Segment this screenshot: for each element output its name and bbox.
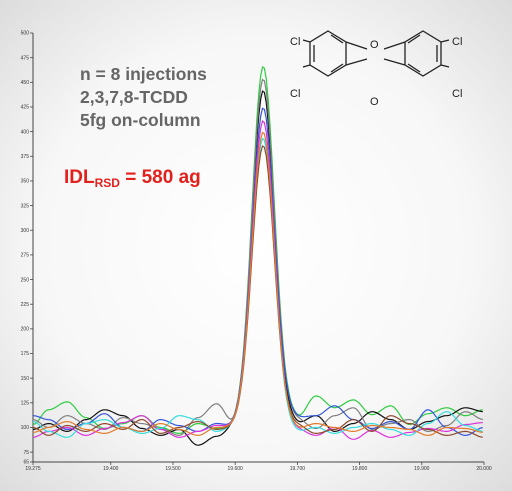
annotation-compound: 2,3,7,8-TCDD	[80, 87, 188, 107]
x-tick-label: 19.900	[414, 466, 430, 472]
y-tick-label: 250	[21, 277, 30, 283]
series-line-5	[32, 120, 483, 440]
y-tick-label: 425	[21, 105, 30, 111]
y-tick-label: 175	[21, 351, 30, 357]
y-tick-label: 200	[21, 327, 30, 333]
y-tick-label: 65	[23, 460, 29, 466]
y-ticks: 65 75 100 125 150 175 200 225 250 275 300 325 350 375…	[21, 31, 33, 466]
y-tick-label: 125	[21, 401, 30, 407]
y-tick-label: 225	[21, 302, 30, 308]
series-line-7	[32, 145, 483, 438]
series-line-8	[32, 131, 483, 437]
structure-label-o-bottom: O	[370, 96, 379, 108]
idl-subscript: RSD	[95, 176, 121, 190]
x-tick-label: 19.500	[165, 466, 181, 472]
structure-label-cl-br: Cl	[452, 88, 462, 100]
x-tick-label: 19.400	[103, 466, 119, 472]
y-tick-label: 500	[21, 31, 30, 37]
structure-label-cl-bl: Cl	[290, 88, 300, 100]
y-tick-label: 75	[23, 450, 29, 456]
structure-label-o-top: O	[370, 39, 379, 51]
y-tick-label: 300	[21, 228, 30, 234]
x-ticks: 19.275 19.400 19.500 19.600 19.700 19.800 19.9…	[25, 462, 492, 472]
tcdd-structure-icon	[302, 30, 450, 77]
annotation-injections: n = 8 injections	[80, 64, 207, 84]
x-tick-label: 19.600	[228, 466, 244, 472]
y-tick-label: 325	[21, 203, 30, 209]
x-tick-label: 19.800	[352, 466, 368, 472]
y-tick-label: 100	[21, 425, 30, 431]
y-tick-label: 450	[21, 80, 30, 86]
y-tick-label: 275	[21, 253, 30, 259]
y-tick-label: 400	[21, 129, 30, 135]
structure-label-cl-tl: Cl	[290, 36, 300, 48]
x-tick-label: 19.700	[290, 466, 306, 472]
series-lines	[32, 66, 483, 446]
annotation-amount: 5fg on-column	[80, 110, 201, 130]
structure-label-cl-tr: Cl	[452, 36, 462, 48]
y-tick-label: 375	[21, 154, 30, 160]
idl-label: IDLRSD = 580 ag	[64, 167, 201, 190]
y-tick-label: 475	[21, 55, 30, 61]
x-tick-label: 19.275	[25, 466, 41, 472]
y-tick-label: 150	[21, 376, 30, 382]
idl-main: IDL	[64, 167, 95, 188]
y-tick-label: 350	[21, 179, 30, 185]
idl-value: = 580 ag	[120, 167, 201, 188]
x-tick-label: 20.000	[476, 466, 492, 472]
